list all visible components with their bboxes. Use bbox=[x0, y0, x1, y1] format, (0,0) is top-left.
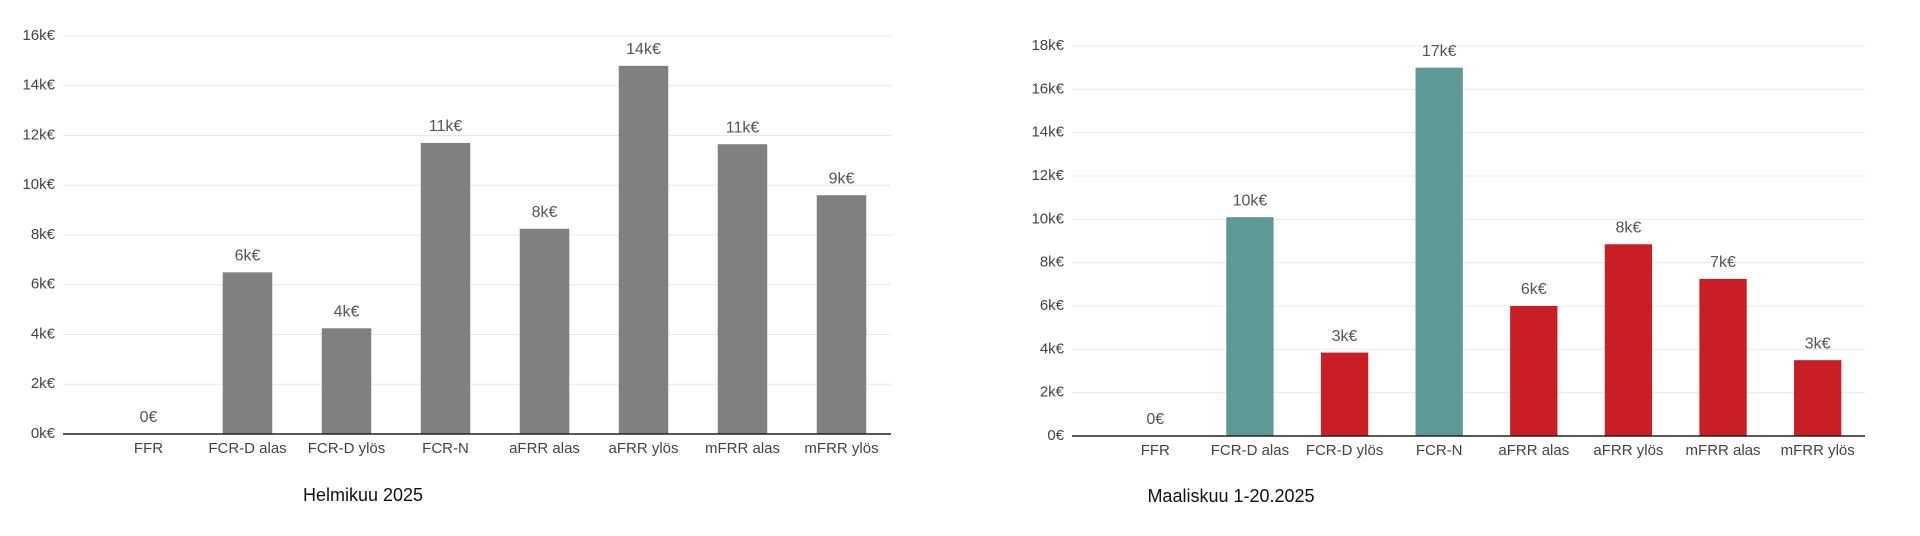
x-tick-label: mFRR alas bbox=[1686, 442, 1761, 459]
data-label: 4k€ bbox=[334, 304, 360, 321]
bar bbox=[618, 65, 669, 434]
data-label: 11k€ bbox=[429, 118, 463, 135]
bar bbox=[1320, 352, 1369, 436]
data-label: 11k€ bbox=[726, 119, 760, 136]
data-label: 8k€ bbox=[1616, 219, 1642, 236]
bar bbox=[1415, 67, 1463, 437]
data-label: 3k€ bbox=[1332, 328, 1358, 345]
y-tick-label: 16k€ bbox=[1031, 80, 1064, 97]
y-tick-label: 8k€ bbox=[31, 226, 56, 243]
x-tick-label: mFRR alas bbox=[705, 440, 780, 457]
bar bbox=[717, 144, 768, 435]
y-tick-label: 12k€ bbox=[22, 126, 55, 143]
data-label: 6k€ bbox=[235, 248, 261, 265]
x-tick-label: aFRR alas bbox=[1498, 442, 1569, 459]
y-tick-label: 6k€ bbox=[1040, 297, 1065, 314]
x-tick-label: mFRR ylös bbox=[804, 440, 878, 457]
data-label: 6k€ bbox=[1521, 281, 1547, 298]
bar bbox=[321, 328, 372, 434]
y-tick-label: 10k€ bbox=[1031, 210, 1064, 227]
data-label: 10k€ bbox=[1233, 192, 1268, 209]
y-tick-label: 6k€ bbox=[31, 276, 56, 293]
bar bbox=[1604, 244, 1653, 436]
y-tick-label: 2k€ bbox=[1040, 384, 1065, 401]
bar bbox=[1510, 306, 1558, 436]
data-label: 0€ bbox=[1146, 411, 1164, 428]
data-label: 3k€ bbox=[1805, 335, 1831, 352]
data-label: 14k€ bbox=[626, 41, 661, 58]
y-tick-label: 8k€ bbox=[1040, 254, 1065, 271]
y-tick-label: 4k€ bbox=[31, 325, 56, 342]
chart-title: Maaliskuu 1-20.2025 bbox=[1147, 486, 1314, 506]
x-tick-label: aFRR ylös bbox=[608, 440, 678, 457]
y-tick-label: 2k€ bbox=[31, 375, 56, 392]
x-tick-label: aFRR ylös bbox=[1593, 442, 1663, 459]
x-tick-label: mFRR ylös bbox=[1781, 442, 1855, 459]
bar bbox=[1699, 278, 1747, 436]
data-label: 8k€ bbox=[532, 204, 558, 221]
data-label: 0€ bbox=[140, 409, 158, 426]
bar bbox=[1794, 360, 1842, 436]
x-tick-label: FCR-N bbox=[422, 440, 469, 457]
y-tick-label: 14k€ bbox=[1031, 124, 1064, 141]
data-label: 17k€ bbox=[1422, 43, 1457, 60]
bar bbox=[816, 195, 867, 434]
x-tick-label: FCR-N bbox=[1416, 442, 1463, 459]
data-label: 9k€ bbox=[829, 170, 855, 187]
bar bbox=[420, 142, 471, 434]
y-tick-label: 16k€ bbox=[22, 27, 55, 44]
y-tick-label: 18k€ bbox=[1031, 37, 1064, 54]
x-tick-label: FFR bbox=[134, 440, 163, 457]
bar bbox=[1226, 217, 1274, 436]
x-tick-label: FFR bbox=[1141, 442, 1170, 459]
y-tick-label: 12k€ bbox=[1031, 167, 1064, 184]
bar bbox=[222, 272, 273, 434]
x-tick-label: FCR-D alas bbox=[1211, 442, 1289, 459]
y-tick-label: 0k€ bbox=[31, 425, 56, 442]
x-tick-label: FCR-D ylös bbox=[308, 440, 386, 457]
y-tick-label: 4k€ bbox=[1040, 340, 1065, 357]
y-tick-label: 14k€ bbox=[22, 77, 55, 94]
x-tick-label: FCR-D alas bbox=[208, 440, 286, 457]
y-tick-label: 10k€ bbox=[22, 176, 55, 193]
x-tick-label: aFRR alas bbox=[509, 440, 580, 457]
x-tick-label: FCR-D ylös bbox=[1306, 442, 1384, 459]
bar bbox=[519, 228, 570, 434]
chart-title: Helmikuu 2025 bbox=[303, 485, 423, 505]
data-label: 7k€ bbox=[1710, 254, 1736, 271]
y-tick-label: 0€ bbox=[1047, 427, 1064, 444]
